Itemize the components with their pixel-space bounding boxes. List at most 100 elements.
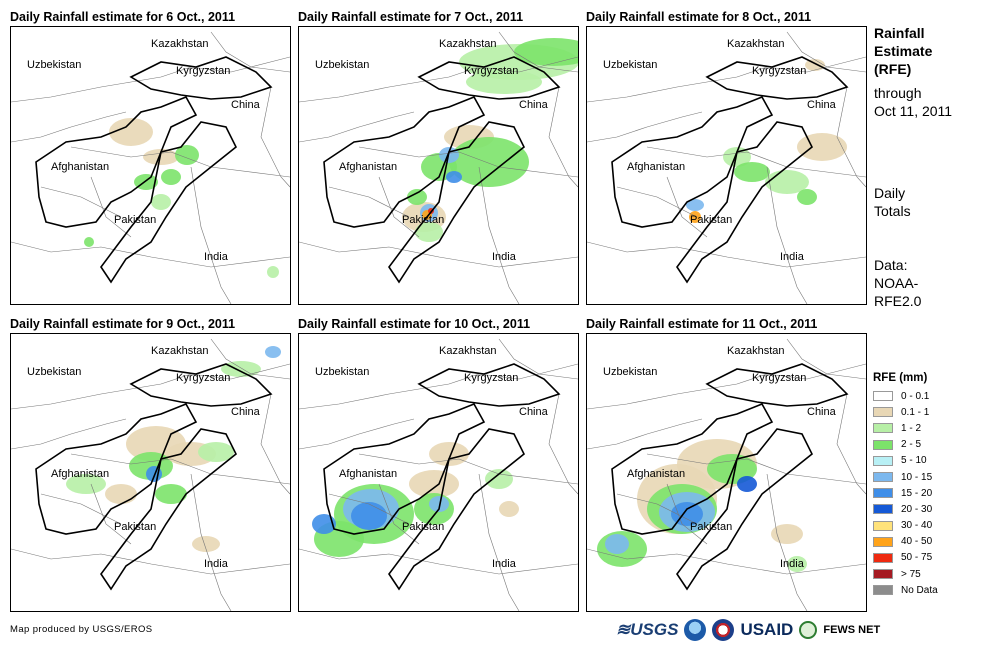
country-label-china: China: [231, 99, 261, 111]
rainfall-map: Kazakhstan Uzbekistan Kyrgyzstan China Afgha…: [298, 333, 579, 612]
rainfall-area: [686, 199, 704, 211]
rainfall-area: [485, 469, 513, 489]
legend-item: 20 - 30: [873, 501, 938, 517]
data-src-2: RFE2.0: [874, 293, 922, 309]
legend-item: 15 - 20: [873, 485, 938, 501]
country-label-uzbekistan: Uzbekistan: [603, 59, 657, 71]
map-svg: Kazakhstan Uzbekistan Kyrgyzstan China Afgha…: [587, 31, 866, 304]
rainfall-map: Kazakhstan Uzbekistan Kyrgyzstan China Afgha…: [586, 26, 867, 305]
fews-logo: FEWS NET: [823, 624, 881, 636]
rainfall-area: [155, 484, 187, 504]
map-svg: Kazakhstan Uzbekistan Kyrgyzstan China Afgha…: [299, 31, 578, 304]
legend-item: 50 - 75: [873, 550, 938, 566]
legend-swatch: [873, 585, 893, 596]
country-label-kazakhstan: Kazakhstan: [727, 38, 784, 50]
rainfall-area: [446, 171, 462, 183]
panel-title: Daily Rainfall estimate for 6 Oct., 2011: [10, 10, 236, 24]
through-label: through: [874, 85, 922, 101]
rfe-title: Rainfall Estimate (RFE): [874, 24, 932, 78]
legend-label: 1 - 2: [901, 422, 922, 434]
legend-label: 2 - 5: [901, 439, 922, 451]
rainfall-area: [66, 474, 106, 494]
panel-title: Daily Rainfall estimate for 8 Oct., 2011: [586, 10, 812, 24]
rainfall-area: [409, 470, 459, 498]
legend-label: > 75: [901, 568, 921, 580]
legend-swatch: [873, 552, 893, 563]
country-label-india: India: [780, 251, 805, 263]
rainfall-area: [805, 59, 825, 71]
legend-label: 40 - 50: [901, 536, 933, 548]
country-label-india: India: [492, 251, 517, 263]
legend-item: 1 - 2: [873, 420, 938, 436]
rainfall-area: [689, 211, 701, 223]
rainfall-map: Kazakhstan Uzbekistan Kyrgyzstan China Afgha…: [10, 333, 291, 612]
legend-swatch: [873, 488, 893, 499]
country-label-india: India: [204, 558, 229, 570]
daily-totals-block: Daily Totals: [874, 184, 911, 220]
rainfall-area: [449, 137, 529, 187]
panel-title: Daily Rainfall estimate for 7 Oct., 2011: [298, 10, 524, 24]
country-label-kyrgyzstan: Kyrgyzstan: [464, 65, 518, 77]
country-label-kyrgyzstan: Kyrgyzstan: [752, 65, 806, 77]
usgs-wave-icon: ≋: [616, 620, 631, 639]
rainfall-area: [787, 556, 807, 572]
country-label-afghanistan: Afghanistan: [339, 468, 397, 480]
rainfall-area: [734, 162, 770, 182]
legend-item: 40 - 50: [873, 534, 938, 550]
legend-label: 0 - 0.1: [901, 390, 930, 402]
rainfall-area: [605, 534, 629, 554]
usgs-logo: ≋USGS: [616, 620, 679, 639]
map-panel: Daily Rainfall estimate for 11 Oct., 201…: [586, 315, 867, 612]
legend-item: 5 - 10: [873, 453, 938, 469]
country-label-india: India: [204, 251, 229, 263]
country-label-uzbekistan: Uzbekistan: [315, 366, 369, 378]
map-svg: Kazakhstan Uzbekistan Kyrgyzstan China Afgha…: [11, 31, 290, 304]
country-label-pakistan: Pakistan: [114, 521, 156, 533]
legend-swatch: [873, 439, 893, 450]
rainfall-area: [109, 118, 153, 146]
country-label-india: India: [492, 558, 517, 570]
country-label-afghanistan: Afghanistan: [51, 468, 109, 480]
rainfall-area: [797, 189, 817, 205]
country-label-kyrgyzstan: Kyrgyzstan: [464, 372, 518, 384]
rainfall-area: [143, 149, 179, 165]
panel-title: Daily Rainfall estimate for 9 Oct., 2011: [10, 317, 236, 331]
data-src-1: NOAA-: [874, 275, 919, 291]
legend-swatch: [873, 391, 893, 402]
legend: RFE (mm) 0 - 0.1 0.1 - 1 1 - 2 2 - 5 5 - 10 1…: [873, 372, 938, 598]
noaa-logo-icon: [684, 619, 707, 641]
country-label-uzbekistan: Uzbekistan: [315, 59, 369, 71]
rainfall-area: [312, 514, 336, 534]
country-label-afghanistan: Afghanistan: [339, 161, 397, 173]
rainfall-area: [198, 442, 234, 462]
rainfall-area: [221, 361, 261, 377]
country-label-china: China: [519, 99, 549, 111]
rainfall-area: [771, 524, 803, 544]
country-label-afghanistan: Afghanistan: [627, 161, 685, 173]
country-label-afghanistan: Afghanistan: [627, 468, 685, 480]
country-label-uzbekistan: Uzbekistan: [27, 59, 81, 71]
legend-label: 50 - 75: [901, 552, 933, 564]
map-svg: Kazakhstan Uzbekistan Kyrgyzstan China Afgha…: [587, 338, 866, 611]
legend-item: 0.1 - 1: [873, 404, 938, 420]
country-label-kyrgyzstan: Kyrgyzstan: [752, 372, 806, 384]
rainfall-area: [267, 266, 279, 278]
logos: ≋USGS USAID FEWS NET: [616, 617, 880, 643]
country-label-kazakhstan: Kazakhstan: [151, 38, 208, 50]
country-label-pakistan: Pakistan: [402, 521, 444, 533]
nws-logo-icon: [712, 619, 735, 641]
rainfall-area: [351, 502, 387, 530]
legend-swatch: [873, 472, 893, 483]
rfe-title-line-2: Estimate: [874, 43, 933, 59]
country-label-kyrgyzstan: Kyrgyzstan: [176, 372, 230, 384]
country-label-china: China: [807, 99, 837, 111]
map-panel: Daily Rainfall estimate for 6 Oct., 2011…: [10, 8, 291, 305]
map-svg: Kazakhstan Uzbekistan Kyrgyzstan China Afgha…: [11, 338, 290, 611]
rainfall-area: [151, 194, 171, 210]
rainfall-area: [192, 536, 220, 552]
country-label-uzbekistan: Uzbekistan: [603, 366, 657, 378]
country-label-kyrgyzstan: Kyrgyzstan: [176, 65, 230, 77]
through-date: Oct 11, 2011: [874, 103, 953, 119]
rainfall-area: [105, 484, 137, 504]
country-label-uzbekistan: Uzbekistan: [27, 366, 81, 378]
